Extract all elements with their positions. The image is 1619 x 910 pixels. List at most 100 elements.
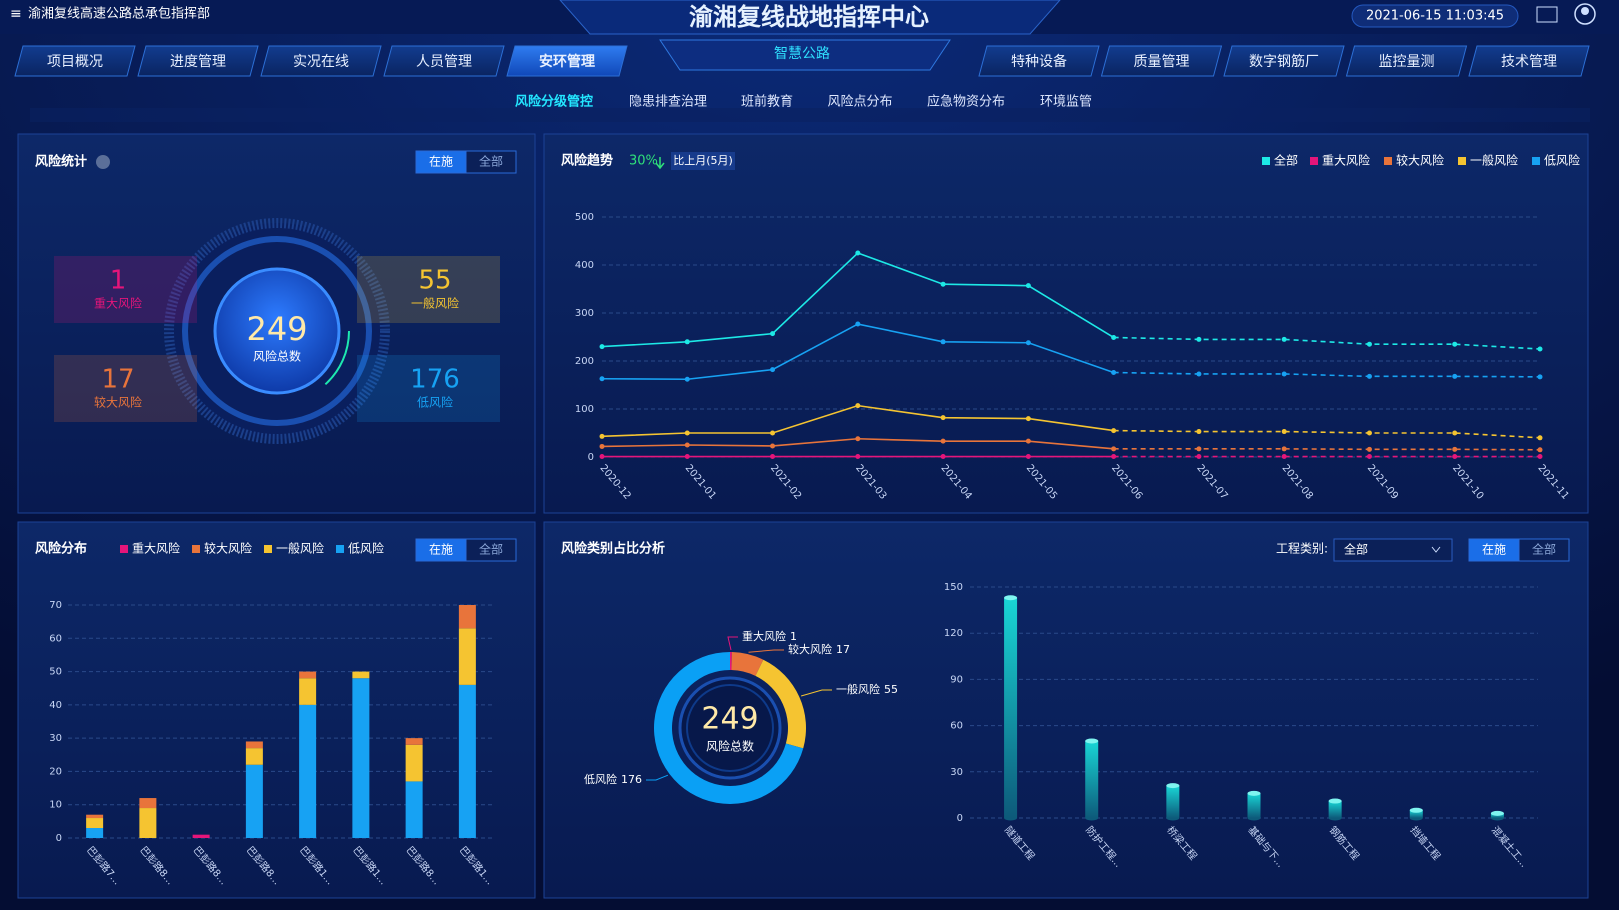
point [1452, 341, 1458, 347]
nav-tab[interactable]: 进度管理 [137, 45, 259, 77]
toggle-option[interactable]: 全部 [1518, 538, 1570, 562]
tab-label[interactable]: 实况在线 [293, 54, 349, 70]
tab-shape[interactable] [14, 45, 136, 77]
bar-segment [458, 628, 476, 685]
tab-shape[interactable] [506, 45, 628, 77]
tab-shape[interactable] [383, 45, 505, 77]
risk-band [54, 355, 197, 422]
toggle-label[interactable]: 在施 [1482, 543, 1506, 557]
nav-tab[interactable]: 项目概况 [14, 45, 136, 77]
tab-shape[interactable] [1345, 45, 1468, 77]
tab-shape[interactable] [137, 45, 259, 77]
tab-label[interactable]: 进度管理 [170, 54, 226, 70]
filter-select[interactable] [1333, 538, 1453, 562]
center-tab-label[interactable]: 智慧公路 [774, 46, 830, 62]
point [1281, 371, 1287, 377]
tab-label[interactable]: 安环管理 [539, 53, 595, 70]
bar-segment [405, 738, 423, 745]
point [770, 331, 776, 337]
nav-tab[interactable]: 技术管理 [1468, 45, 1590, 77]
tab-label[interactable]: 项目概况 [47, 54, 103, 70]
legend-label: 重大风险 [1322, 153, 1370, 168]
slice-value: 55 [884, 683, 898, 696]
toggle-box[interactable] [465, 538, 517, 562]
nav-tab[interactable]: 数字钢筋厂 [1223, 45, 1345, 77]
user-icon[interactable] [1574, 3, 1596, 25]
y-tick-label: 30 [950, 767, 963, 778]
nav-tab[interactable]: 监控量测 [1345, 45, 1468, 77]
point [1366, 341, 1372, 347]
subnav-item[interactable]: 班前教育 [741, 94, 793, 110]
y-tick-label: 70 [49, 600, 62, 611]
tab-label[interactable]: 技术管理 [1501, 54, 1557, 70]
change-arrow [655, 157, 665, 170]
nav-tab[interactable]: 实况在线 [260, 45, 382, 77]
cylinder-cap [1409, 807, 1423, 813]
toggle-label[interactable]: 在施 [429, 543, 453, 557]
info-icon[interactable] [96, 155, 110, 169]
nav-tab[interactable]: 质量管理 [1100, 45, 1223, 77]
subnav-item[interactable]: 应急物资分布 [927, 94, 1005, 110]
cylinder-cap [1004, 595, 1018, 601]
tab-shape[interactable] [260, 45, 382, 77]
menu-icon[interactable]: ≡ [10, 6, 22, 22]
toggle-box[interactable] [465, 150, 517, 174]
toggle-label[interactable]: 全部 [1532, 542, 1556, 557]
tab-shape[interactable] [978, 45, 1100, 77]
cylinder-cap [1085, 738, 1099, 744]
legend-label: 一般风险 [1470, 153, 1518, 168]
toggle-label[interactable]: 全部 [479, 154, 503, 169]
y-tick-label: 90 [950, 674, 963, 685]
nav-tab[interactable]: 人员管理 [383, 45, 505, 77]
nav-tab[interactable]: 特种设备 [978, 45, 1100, 77]
toggle-option[interactable]: 在施 [415, 150, 467, 174]
point [1111, 428, 1117, 434]
subnav-item[interactable]: 隐患排查治理 [629, 95, 707, 110]
subnav-item[interactable]: 环境监管 [1040, 95, 1092, 110]
tab-shape[interactable] [1468, 45, 1590, 77]
toggle-option[interactable]: 全部 [465, 538, 517, 562]
tab-shape[interactable] [1223, 45, 1345, 77]
filter-value[interactable]: 全部 [1344, 542, 1368, 557]
toggle-label[interactable]: 在施 [429, 155, 453, 169]
donut-slice [731, 652, 764, 676]
legend-label: 低风险 [1544, 153, 1580, 168]
tab-label[interactable]: 监控量测 [1379, 54, 1435, 70]
toggle-label[interactable]: 全部 [479, 542, 503, 557]
nav-tab[interactable]: 安环管理 [506, 45, 628, 77]
slice-value: 176 [621, 773, 642, 786]
panel-title: 风险分布 [35, 541, 87, 557]
toggle-option[interactable]: 在施 [1468, 538, 1520, 562]
point [1452, 430, 1458, 436]
point [684, 442, 690, 448]
slice-label: 较大风险 17 [788, 642, 850, 656]
point [1111, 334, 1117, 340]
point [1366, 446, 1372, 452]
subnav-item[interactable]: 风险点分布 [827, 95, 892, 110]
bar-segment [245, 748, 263, 765]
toggle-box[interactable] [1518, 538, 1570, 562]
point [1025, 340, 1031, 346]
keyboard-icon[interactable] [1536, 6, 1558, 23]
cylinder-cap [1328, 798, 1342, 804]
cylinder-bar [1085, 741, 1099, 818]
legend-label: 一般风险 [276, 541, 324, 556]
legend-swatch [192, 545, 200, 553]
toggle-option[interactable]: 在施 [415, 538, 467, 562]
tab-label[interactable]: 质量管理 [1134, 54, 1190, 70]
toggle-option[interactable]: 全部 [465, 150, 517, 174]
slice-name: 较大风险 [788, 642, 832, 656]
point [1366, 454, 1372, 460]
tab-label[interactable]: 人员管理 [416, 54, 472, 70]
donut-inner-ring [686, 684, 774, 772]
tab-label[interactable]: 特种设备 [1011, 53, 1067, 70]
center-tab[interactable] [659, 39, 951, 71]
tab-shape[interactable] [1100, 45, 1223, 77]
leader-line [646, 774, 669, 781]
y-tick-label: 100 [575, 404, 594, 415]
subnav-item[interactable]: 风险分级管控 [515, 94, 593, 110]
y-tick-label: 300 [575, 308, 594, 319]
legend-label: 全部 [1274, 153, 1298, 168]
tab-label[interactable]: 数字钢筋厂 [1249, 53, 1319, 70]
